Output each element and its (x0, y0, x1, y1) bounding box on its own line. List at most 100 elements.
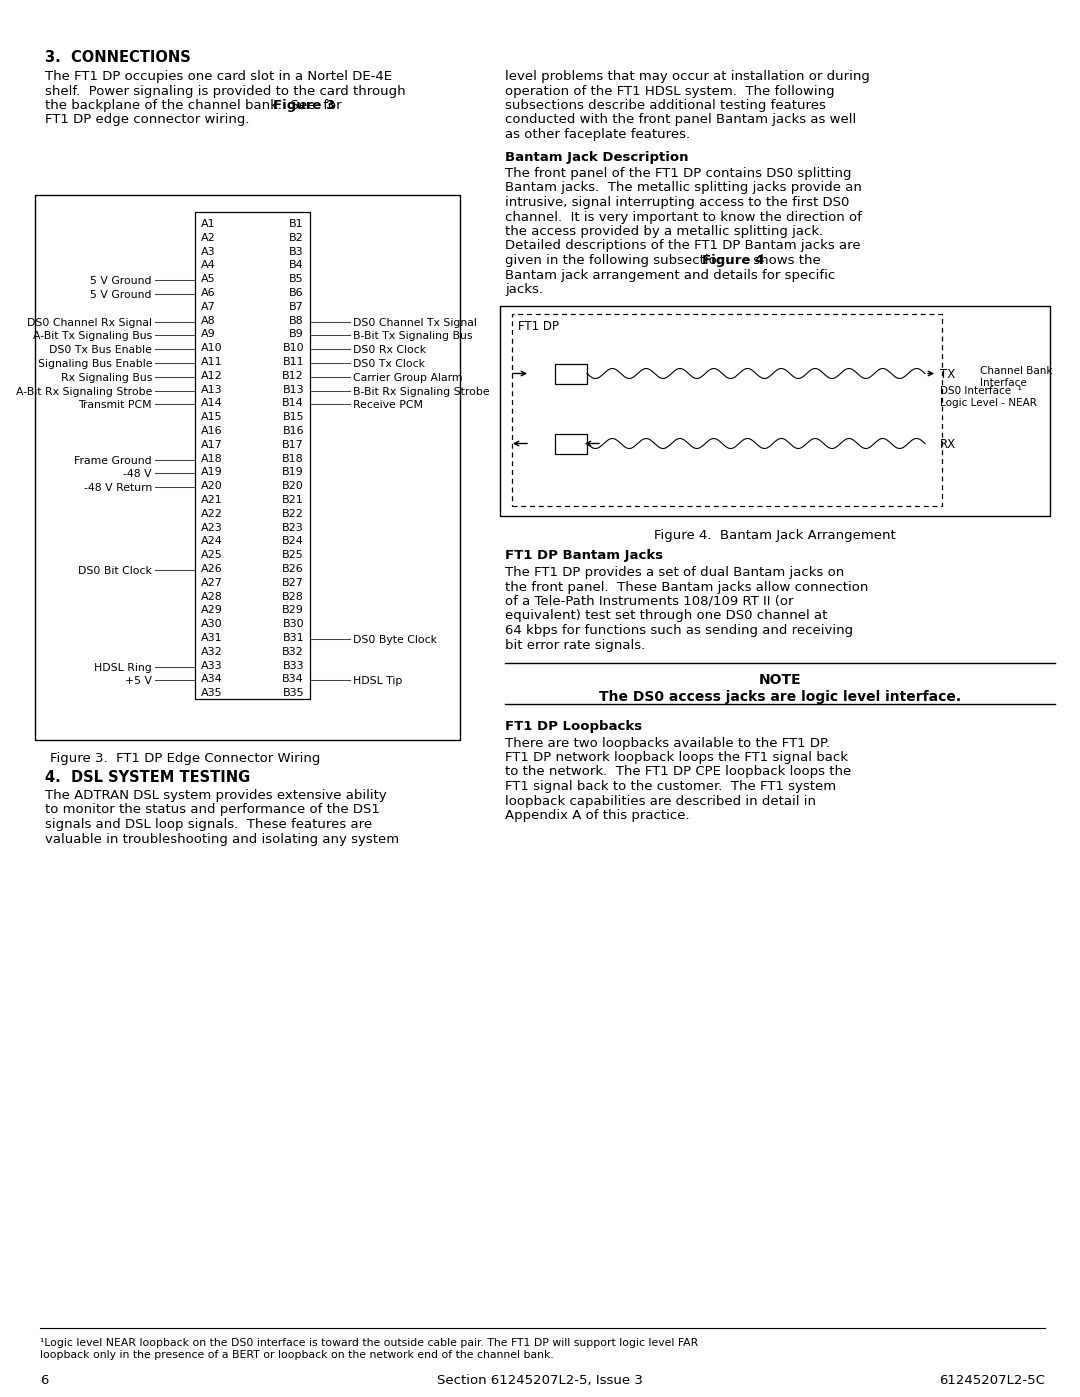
Text: B22: B22 (282, 509, 303, 518)
Text: B31: B31 (282, 633, 303, 643)
Text: of a Tele-Path Instruments 108/109 RT II (or: of a Tele-Path Instruments 108/109 RT II… (505, 595, 794, 608)
Text: A11: A11 (201, 358, 222, 367)
Text: subsections describe additional testing features: subsections describe additional testing … (505, 99, 826, 112)
Text: HDSL Tip: HDSL Tip (353, 676, 403, 686)
Text: A-Bit Rx Signaling Strobe: A-Bit Rx Signaling Strobe (15, 387, 152, 397)
Text: B29: B29 (282, 605, 303, 616)
Text: 6: 6 (40, 1375, 49, 1387)
Text: A20: A20 (201, 481, 222, 492)
Text: B11: B11 (282, 358, 303, 367)
Text: A15: A15 (201, 412, 222, 422)
Text: B34: B34 (282, 675, 303, 685)
Text: HDSL Ring: HDSL Ring (94, 662, 152, 672)
Text: NOTE: NOTE (758, 673, 801, 687)
Text: A22: A22 (201, 509, 222, 518)
Text: bit error rate signals.: bit error rate signals. (505, 638, 645, 651)
Text: The DS0 access jacks are logic level interface.: The DS0 access jacks are logic level int… (599, 690, 961, 704)
Text: -48 V: -48 V (123, 469, 152, 479)
Text: B27: B27 (282, 578, 303, 588)
Text: A13: A13 (201, 384, 222, 394)
Text: B30: B30 (282, 619, 303, 629)
Text: B28: B28 (282, 591, 303, 602)
Text: Bantam jack arrangement and details for specific: Bantam jack arrangement and details for … (505, 268, 835, 282)
Text: Channel Bank: Channel Bank (980, 366, 1053, 376)
Text: B32: B32 (282, 647, 303, 657)
Text: as other faceplate features.: as other faceplate features. (505, 129, 690, 141)
Text: Section 61245207L2-5, Issue 3: Section 61245207L2-5, Issue 3 (437, 1375, 643, 1387)
Text: B9: B9 (289, 330, 303, 339)
Text: FT1 DP: FT1 DP (518, 320, 559, 332)
Text: Interface: Interface (980, 377, 1027, 387)
Text: 3.  CONNECTIONS: 3. CONNECTIONS (45, 50, 191, 66)
Text: A12: A12 (201, 370, 222, 381)
Bar (500, 306, 1050, 515)
Text: B25: B25 (282, 550, 303, 560)
Text: Detailed descriptions of the FT1 DP Bantam jacks are: Detailed descriptions of the FT1 DP Bant… (505, 239, 861, 253)
Text: loopback capabilities are described in detail in: loopback capabilities are described in d… (505, 795, 816, 807)
Text: A29: A29 (201, 605, 222, 616)
Text: RX: RX (940, 437, 956, 450)
Text: DS0 Channel Rx Signal: DS0 Channel Rx Signal (27, 317, 152, 328)
Text: A27: A27 (201, 578, 222, 588)
Text: DS0 Tx Clock: DS0 Tx Clock (353, 359, 426, 369)
Text: 5 V Ground: 5 V Ground (91, 277, 152, 286)
Text: B33: B33 (282, 661, 303, 671)
Text: B7: B7 (289, 302, 303, 312)
Bar (35, 196, 460, 740)
Text: level problems that may occur at installation or during: level problems that may occur at install… (505, 70, 869, 82)
Text: A1: A1 (201, 219, 216, 229)
Text: The FT1 DP occupies one card slot in a Nortel DE-4E: The FT1 DP occupies one card slot in a N… (45, 70, 392, 82)
Text: A24: A24 (201, 536, 222, 546)
Text: the access provided by a metallic splitting jack.: the access provided by a metallic splitt… (505, 225, 823, 237)
Text: shows the: shows the (750, 254, 821, 267)
Text: 61245207L2-5C: 61245207L2-5C (940, 1375, 1045, 1387)
Text: Bantam jacks.  The metallic splitting jacks provide an: Bantam jacks. The metallic splitting jac… (505, 182, 862, 194)
Text: loopback only in the presence of a BERT or loopback on the network end of the ch: loopback only in the presence of a BERT … (40, 1350, 554, 1361)
Text: TX: TX (940, 367, 955, 380)
Text: B14: B14 (282, 398, 303, 408)
Text: B35: B35 (282, 689, 303, 698)
Text: for: for (319, 99, 341, 112)
Text: DS0 Channel Tx Signal: DS0 Channel Tx Signal (353, 317, 477, 328)
Text: -48 V Return: -48 V Return (84, 483, 152, 493)
Text: B8: B8 (289, 316, 303, 326)
Text: A10: A10 (201, 344, 222, 353)
Text: Figure 4.  Bantam Jack Arrangement: Figure 4. Bantam Jack Arrangement (654, 529, 896, 542)
Text: valuable in troubleshooting and isolating any system: valuable in troubleshooting and isolatin… (45, 833, 400, 845)
Text: A26: A26 (201, 564, 222, 574)
Text: A-Bit Tx Signaling Bus: A-Bit Tx Signaling Bus (32, 331, 152, 341)
Text: A7: A7 (201, 302, 216, 312)
Text: A14: A14 (201, 398, 222, 408)
Text: B26: B26 (282, 564, 303, 574)
Text: given in the following subsection.: given in the following subsection. (505, 254, 738, 267)
Text: B20: B20 (282, 481, 303, 492)
Text: equivalent) test set through one DS0 channel at: equivalent) test set through one DS0 cha… (505, 609, 827, 623)
Text: Figure 4: Figure 4 (702, 254, 765, 267)
Text: conducted with the front panel Bantam jacks as well: conducted with the front panel Bantam ja… (505, 113, 856, 127)
Text: B1: B1 (289, 219, 303, 229)
Text: B13: B13 (282, 384, 303, 394)
Text: Receive PCM: Receive PCM (353, 401, 423, 411)
Text: operation of the FT1 HDSL system.  The following: operation of the FT1 HDSL system. The fo… (505, 84, 835, 98)
Text: B4: B4 (289, 260, 303, 271)
Text: signals and DSL loop signals.  These features are: signals and DSL loop signals. These feat… (45, 819, 373, 831)
Text: Figure 3: Figure 3 (273, 99, 335, 112)
Text: DS0 Interface  ¹: DS0 Interface ¹ (940, 386, 1022, 395)
Text: B17: B17 (282, 440, 303, 450)
Text: B10: B10 (282, 344, 303, 353)
Text: A3: A3 (201, 247, 216, 257)
Bar (512, 313, 942, 506)
Text: FT1 DP network loopback loops the FT1 signal back: FT1 DP network loopback loops the FT1 si… (505, 752, 848, 764)
Text: A17: A17 (201, 440, 222, 450)
Text: A9: A9 (201, 330, 216, 339)
Text: B-Bit Rx Signaling Strobe: B-Bit Rx Signaling Strobe (353, 387, 489, 397)
Text: Carrier Group Alarm: Carrier Group Alarm (353, 373, 462, 383)
Text: Bantam Jack Description: Bantam Jack Description (505, 151, 689, 163)
Text: A33: A33 (201, 661, 222, 671)
Text: B-Bit Tx Signaling Bus: B-Bit Tx Signaling Bus (353, 331, 473, 341)
Text: A16: A16 (201, 426, 222, 436)
Text: FT1 DP edge connector wiring.: FT1 DP edge connector wiring. (45, 113, 249, 127)
Text: +5 V: +5 V (125, 676, 152, 686)
Text: Frame Ground: Frame Ground (75, 455, 152, 465)
Text: A21: A21 (201, 495, 222, 504)
